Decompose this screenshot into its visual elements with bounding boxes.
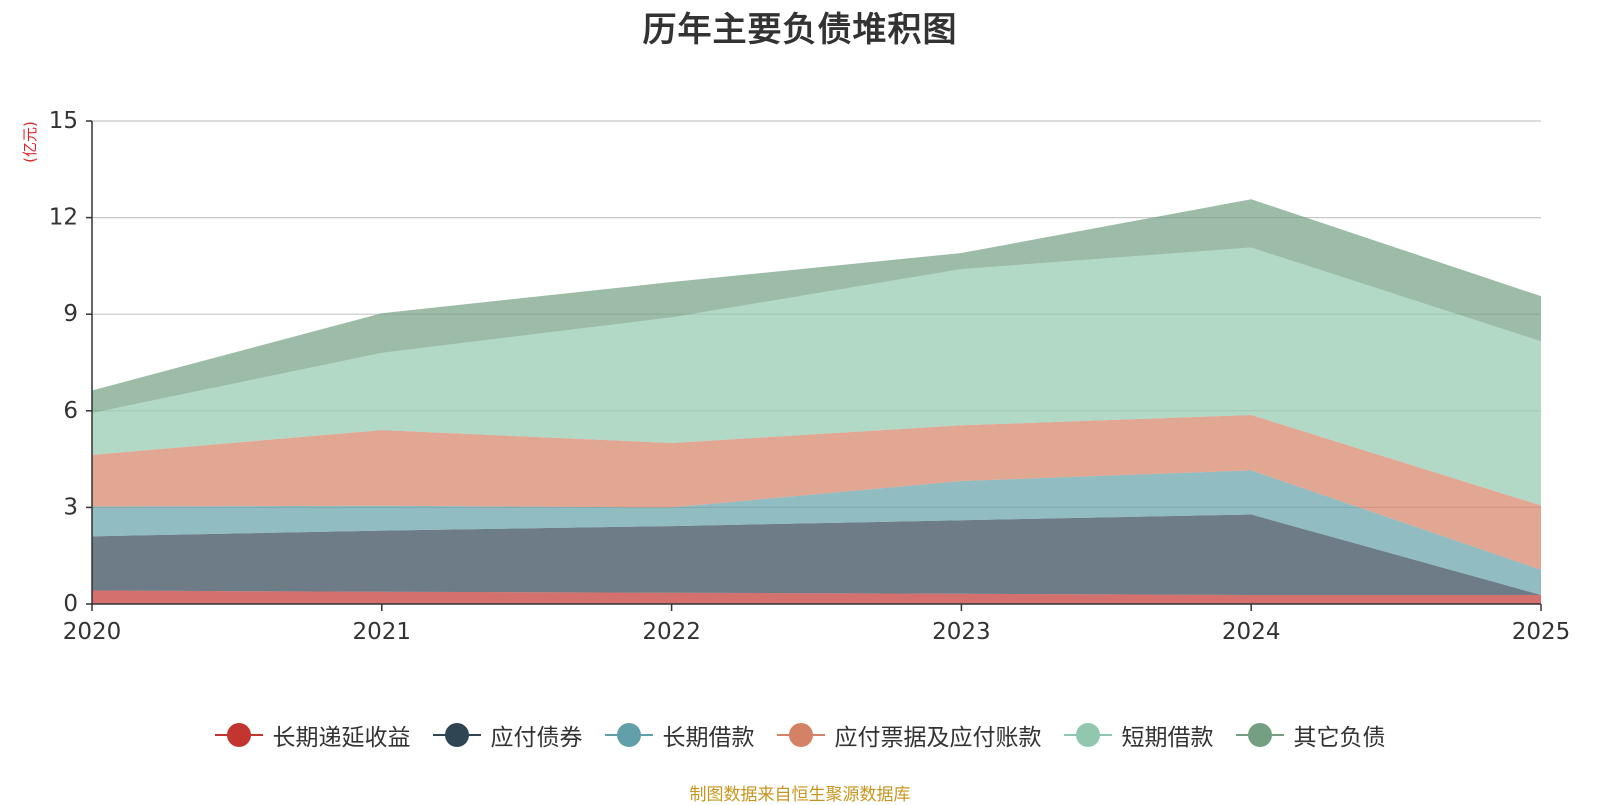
y-tick-label: 9 xyxy=(63,301,78,327)
legend-swatch xyxy=(432,722,481,748)
x-tick-label: 2023 xyxy=(932,619,991,645)
y-tick-label: 15 xyxy=(49,108,78,134)
legend-item-1[interactable]: 长期递延收益 xyxy=(214,718,411,752)
legend-item-5[interactable]: 短期借款 xyxy=(1063,718,1214,752)
legend-label: 短期借款 xyxy=(1121,725,1214,751)
legend-label: 长期借款 xyxy=(662,725,755,751)
legend-swatch xyxy=(604,722,653,748)
y-axis-unit-label: (亿元) xyxy=(21,121,39,163)
area-3[interactable] xyxy=(92,470,1541,595)
axes: 0 3 6 9 12 15 2020 2021 2022 2023 2024 2025 xyxy=(49,108,1571,645)
y-tick-label: 6 xyxy=(63,398,78,424)
legend-label: 应付债券 xyxy=(490,725,583,751)
x-tick-label: 2021 xyxy=(353,619,412,645)
area-6[interactable] xyxy=(92,199,1541,414)
legend-item-6[interactable]: 其它负债 xyxy=(1235,718,1386,752)
x-tick-label: 2025 xyxy=(1512,619,1571,645)
legend-item-4[interactable]: 应付票据及应付账款 xyxy=(776,718,1042,752)
legend-label: 其它负债 xyxy=(1293,725,1386,751)
x-tick-label: 2024 xyxy=(1222,619,1281,645)
area-5[interactable] xyxy=(92,247,1541,506)
legend-label: 应付票据及应付账款 xyxy=(834,725,1042,751)
y-tick-label: 0 xyxy=(63,591,78,617)
legend-label: 长期递延收益 xyxy=(272,725,411,751)
x-tick-label: 2022 xyxy=(642,619,701,645)
y-tick-label: 3 xyxy=(63,494,78,520)
area-series xyxy=(92,199,1541,604)
chart-title: 历年主要负债堆积图 xyxy=(642,10,958,50)
y-tick-label: 12 xyxy=(49,205,78,231)
legend-swatch xyxy=(1063,722,1112,748)
x-tick-label: 2020 xyxy=(63,619,122,645)
area-1[interactable] xyxy=(92,590,1541,604)
legend-swatch xyxy=(214,722,263,748)
legend-item-2[interactable]: 应付债券 xyxy=(432,718,583,752)
area-2[interactable] xyxy=(92,514,1541,595)
source-note: 制图数据来自恒生聚源数据库 xyxy=(689,785,911,805)
legend-item-3[interactable]: 长期借款 xyxy=(604,718,755,752)
area-4[interactable] xyxy=(92,414,1541,570)
legend: 长期递延收益 应付债券 长期借款 应付票据及应付账款 短期借款 其它负债 xyxy=(0,718,1600,752)
legend-swatch xyxy=(776,722,825,748)
legend-swatch xyxy=(1235,722,1284,748)
